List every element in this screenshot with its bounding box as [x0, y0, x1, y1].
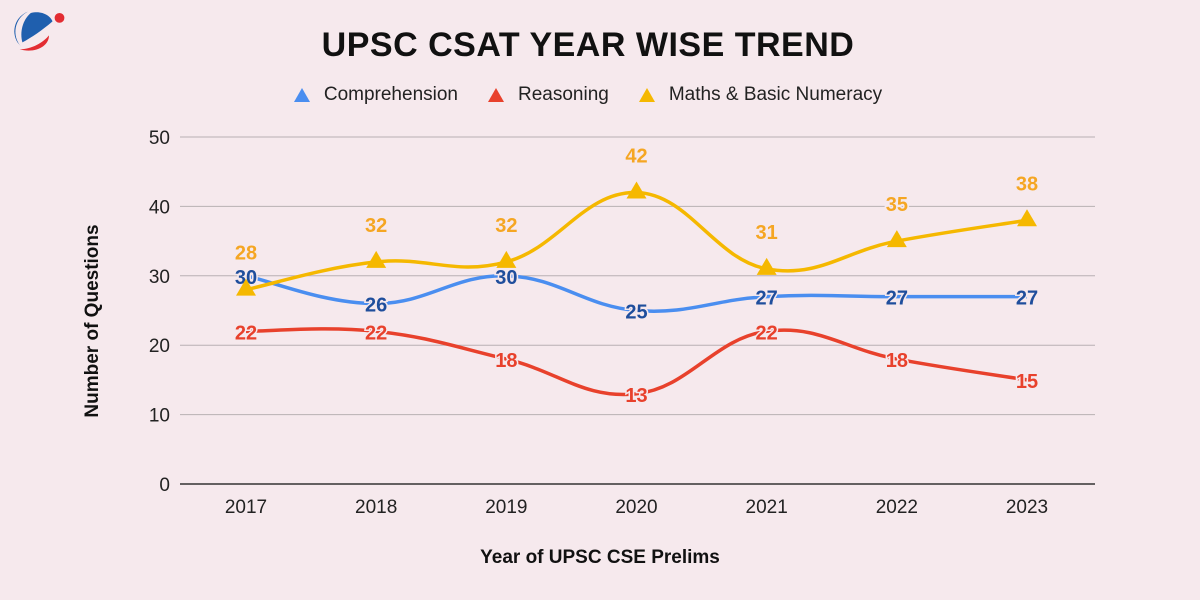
chart-title: UPSC CSAT YEAR WISE TREND [321, 26, 855, 64]
data-label: 22 [756, 322, 778, 344]
data-label: 22 [235, 322, 257, 344]
data-label: 32 [495, 215, 517, 237]
data-label: 25 [625, 302, 647, 324]
data-label: 30 [495, 267, 517, 289]
y-tick-label: 20 [149, 336, 170, 357]
legend-label: Comprehension [323, 84, 458, 105]
legend-item: Reasoning [488, 84, 609, 106]
data-label: 35 [886, 194, 908, 216]
data-label: 18 [495, 350, 517, 372]
x-tick-label: 2018 [355, 497, 397, 518]
brand-logo [14, 11, 65, 51]
x-tick-label: 2020 [615, 497, 657, 518]
x-tick-label: 2017 [225, 497, 267, 518]
x-tick-label: 2022 [876, 497, 918, 518]
data-point-marker [626, 181, 647, 199]
data-label: 22 [365, 322, 387, 344]
legend-item: Comprehension [293, 84, 458, 106]
data-label: 27 [1016, 288, 1038, 310]
data-label: 27 [886, 288, 908, 310]
data-label: 18 [886, 350, 908, 372]
data-point-marker [886, 230, 907, 248]
series-line-1 [245, 327, 1028, 397]
legend-label: Reasoning [518, 84, 609, 105]
data-label: 28 [235, 243, 257, 265]
data-point-marker [496, 250, 517, 268]
x-tick-label: 2023 [1006, 497, 1048, 518]
data-point-marker [756, 257, 777, 275]
y-tick-label: 40 [149, 197, 170, 218]
series-line-0 [245, 274, 1027, 313]
data-label: 32 [365, 215, 387, 237]
triangle-marker-icon [488, 88, 504, 102]
data-label: 15 [1016, 371, 1038, 393]
x-axis-label: Year of UPSC CSE Prelims [480, 547, 720, 568]
data-point-marker [1017, 209, 1037, 227]
y-tick-label: 30 [149, 267, 170, 288]
x-tick-label: 2021 [746, 497, 788, 518]
legend-item: Maths & Basic Numeracy [638, 84, 883, 106]
data-label: 42 [625, 146, 647, 168]
triangle-marker-icon [638, 88, 655, 102]
legend-label: Maths & Basic Numeracy [668, 84, 883, 105]
series-line-2 [245, 190, 1028, 292]
data-point-marker [236, 278, 256, 296]
y-tick-label: 0 [159, 475, 170, 496]
y-tick-label: 50 [149, 128, 170, 149]
data-label: 13 [625, 385, 647, 407]
triangle-marker-icon [293, 88, 310, 102]
data-label: 27 [756, 288, 778, 310]
data-label: 38 [1016, 173, 1038, 195]
data-point-marker [366, 250, 387, 268]
y-axis-label: Number of Questions [82, 224, 103, 417]
x-tick-label: 2019 [485, 497, 527, 518]
y-tick-label: 10 [149, 406, 170, 427]
legend: Comprehension Reasoning Maths & Basic Nume… [0, 84, 1176, 106]
data-label: 26 [365, 295, 387, 317]
data-label: 31 [756, 222, 778, 244]
